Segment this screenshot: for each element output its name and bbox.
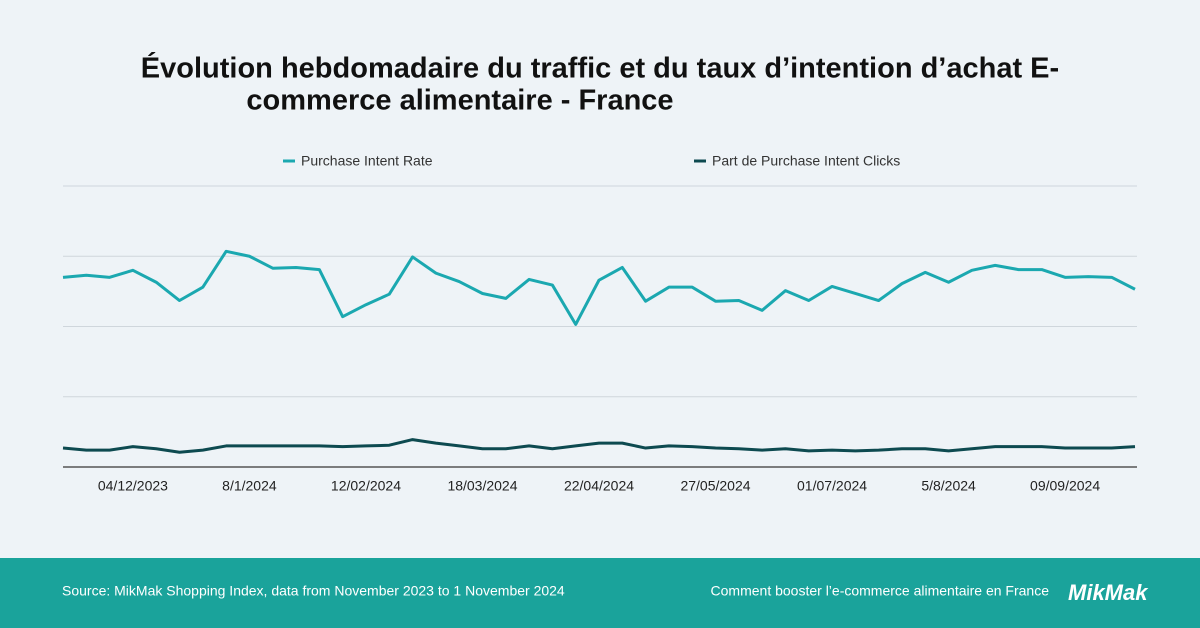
x-tick-label: 22/04/2024 [564,478,634,494]
logo: MikMak [1068,580,1149,605]
x-tick-label: 5/8/2024 [921,478,976,494]
x-tick-label: 18/03/2024 [447,478,517,494]
legend-label: Purchase Intent Rate [301,153,433,169]
legend-label: Part de Purchase Intent Clicks [712,153,900,169]
x-tick-label: 01/07/2024 [797,478,867,494]
series-line [62,249,1136,326]
x-tick-label: 27/05/2024 [680,478,750,494]
x-tick-label: 04/12/2023 [98,478,168,494]
x-tick-label: 09/09/2024 [1030,478,1100,494]
chart-title: Évolution hebdomadaire du traffic et du … [141,51,1059,85]
footer-link[interactable]: Comment booster l’e-commerce alimentaire… [711,583,1050,599]
footer-source: Source: MikMak Shopping Index, data from… [62,583,565,599]
x-tick-label: 8/1/2024 [222,478,277,494]
footer-band [0,558,1200,628]
series-line [62,438,1136,454]
chart-title: commerce alimentaire - France [246,85,673,117]
x-tick-label: 12/02/2024 [331,478,401,494]
